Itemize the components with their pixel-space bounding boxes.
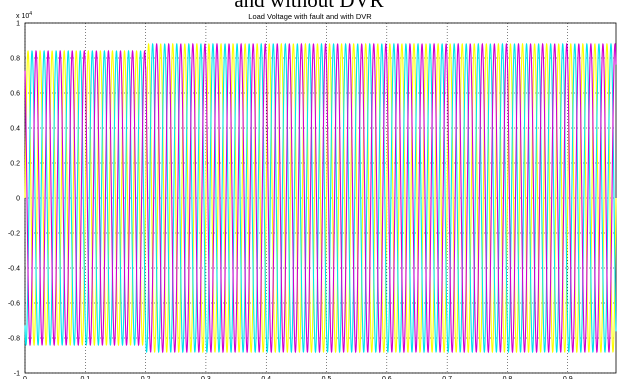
series-line-2 [24,42,617,354]
x-tick-label: 0 [23,376,27,379]
figure-caption: and without DVR [234,0,384,12]
y-tick-label: 0.2 [10,161,20,168]
y-tick-label: -0.4 [8,266,20,273]
y-tick-label: -0.8 [8,336,20,343]
y-tick-label: 1 [16,21,20,28]
y-tick-label: 0 [16,196,20,203]
x-tick-label: 0.1 [80,376,90,379]
y-tick-label: -0.6 [8,301,20,308]
x-tick-label: 0.9 [563,376,573,379]
chart-title: Load Voltage with fault and with DVR [248,12,372,21]
y-axis-ticks: 1 0.8 0.6 0.4 0.2 0 -0.2 -0.4 -0.6 -0.8 -1 [8,21,20,378]
x-tick-label: 0.3 [201,376,211,379]
x-tick-label: 0.6 [382,376,392,379]
y-multiplier-base: x 10 [16,13,29,20]
x-tick-label: 0.2 [141,376,151,379]
x-tick-label: 0.7 [442,376,452,379]
x-tick-label: 0.5 [322,376,332,379]
series-line-1 [24,42,617,354]
series-line-3 [24,42,617,354]
x-tick-label: 0.8 [503,376,513,379]
x-axis-ticks: 0 0.1 0.2 0.3 0.4 0.5 0.6 0.7 0.8 0.9 [23,376,573,379]
y-tick-label: -0.2 [8,231,20,238]
y-tick-label: -1 [14,371,20,378]
series-lines [24,42,617,354]
y-multiplier-exponent: 4 [29,11,32,17]
y-tick-label: 0.4 [10,126,20,133]
y-tick-label: 0.6 [10,91,20,98]
y-multiplier: x 104 [16,11,32,20]
x-tick-label: 0.4 [261,376,271,379]
y-tick-label: 0.8 [10,56,20,63]
